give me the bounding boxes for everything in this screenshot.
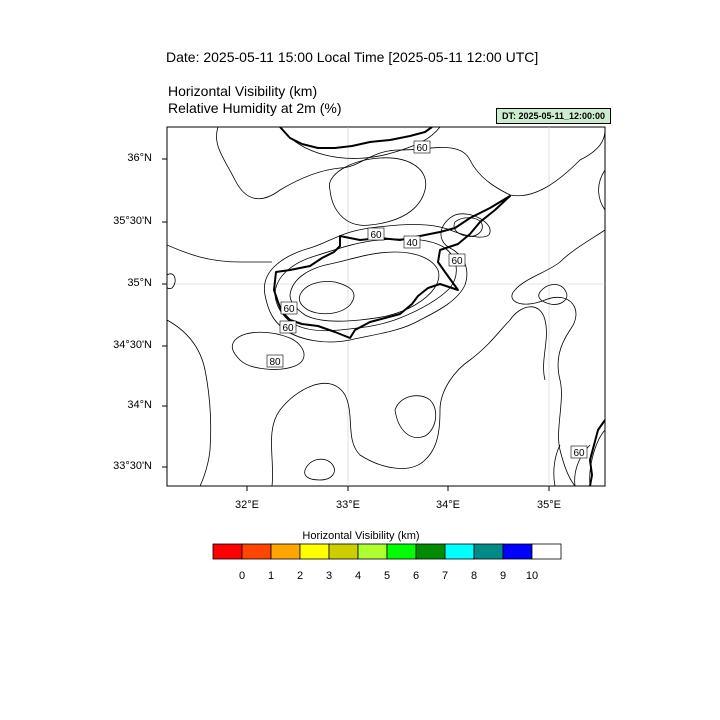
- legend-tick-label: 2: [296, 570, 304, 582]
- legend-swatch: [328, 543, 359, 560]
- svg-text:60: 60: [283, 304, 295, 315]
- legend-tick-label: 4: [354, 570, 362, 582]
- subtitle-humidity: Relative Humidity at 2m (%): [168, 100, 342, 116]
- legend-swatch: [299, 543, 330, 560]
- axis-ticks: [162, 158, 550, 491]
- svg-text:60: 60: [416, 143, 428, 154]
- contour-label: 60: [280, 301, 298, 315]
- lon-label: 33°E: [336, 499, 360, 511]
- contour-label: 60: [367, 227, 385, 241]
- legend-swatch: [531, 543, 562, 560]
- legend-tick-label: 1: [267, 570, 275, 582]
- datetime-box: DT: 2025-05-11_12:00:00: [496, 108, 611, 124]
- contour-labels: 60 60 40 60 60 60 80 60: [266, 140, 588, 459]
- svg-text:60: 60: [282, 323, 294, 334]
- legend-tick-label: 7: [441, 570, 449, 582]
- legend-swatch: [386, 543, 417, 560]
- svg-text:60: 60: [370, 230, 382, 241]
- legend-swatch: [270, 543, 301, 560]
- lon-label: 34°E: [436, 499, 460, 511]
- map-frame: [166, 126, 606, 487]
- legend-swatch: [473, 543, 504, 560]
- svg-text:60: 60: [451, 256, 463, 267]
- legend-colorbar: [212, 543, 562, 560]
- legend-swatch: [502, 543, 533, 560]
- legend-tick-label: 10: [525, 570, 539, 582]
- lat-label: 35°30'N: [113, 215, 152, 227]
- contour-label: 60: [413, 140, 431, 154]
- contour-label: 60: [448, 253, 466, 267]
- contour-label: 60: [279, 320, 297, 334]
- lat-label: 36°N: [127, 152, 152, 164]
- legend-swatch: [444, 543, 475, 560]
- coastline: [273, 127, 605, 486]
- legend-tick-label: 5: [383, 570, 391, 582]
- legend-tick-label: 0: [238, 570, 246, 582]
- svg-text:40: 40: [406, 238, 418, 249]
- lat-label: 34°N: [127, 399, 152, 411]
- legend-swatch: [357, 543, 388, 560]
- svg-text:60: 60: [573, 448, 585, 459]
- legend-tick-label: 9: [499, 570, 507, 582]
- lon-label: 32°E: [235, 499, 259, 511]
- contour-label: 40: [403, 235, 421, 249]
- subtitle-visibility: Horizontal Visibility (km): [168, 83, 318, 99]
- legend-tick-label: 6: [412, 570, 420, 582]
- legend-swatch: [241, 543, 272, 560]
- map-title: Date: 2025-05-11 15:00 Local Time [2025-…: [166, 49, 539, 65]
- lat-label: 35°N: [127, 277, 152, 289]
- lat-label: 33°30'N: [113, 460, 152, 472]
- contour-label: 80: [266, 354, 284, 368]
- lat-label: 34°30'N: [113, 339, 152, 351]
- svg-text:80: 80: [269, 357, 281, 368]
- contour-label: 60: [570, 445, 588, 459]
- map-layer: 60 60 40 60 60 60 80 60: [167, 127, 605, 486]
- legend-title: Horizontal Visibility (km): [302, 530, 420, 542]
- lon-label: 35°E: [537, 499, 561, 511]
- legend-swatch: [415, 543, 446, 560]
- legend-tick-label: 3: [325, 570, 333, 582]
- legend-swatch: [212, 543, 243, 560]
- legend-tick-label: 8: [470, 570, 478, 582]
